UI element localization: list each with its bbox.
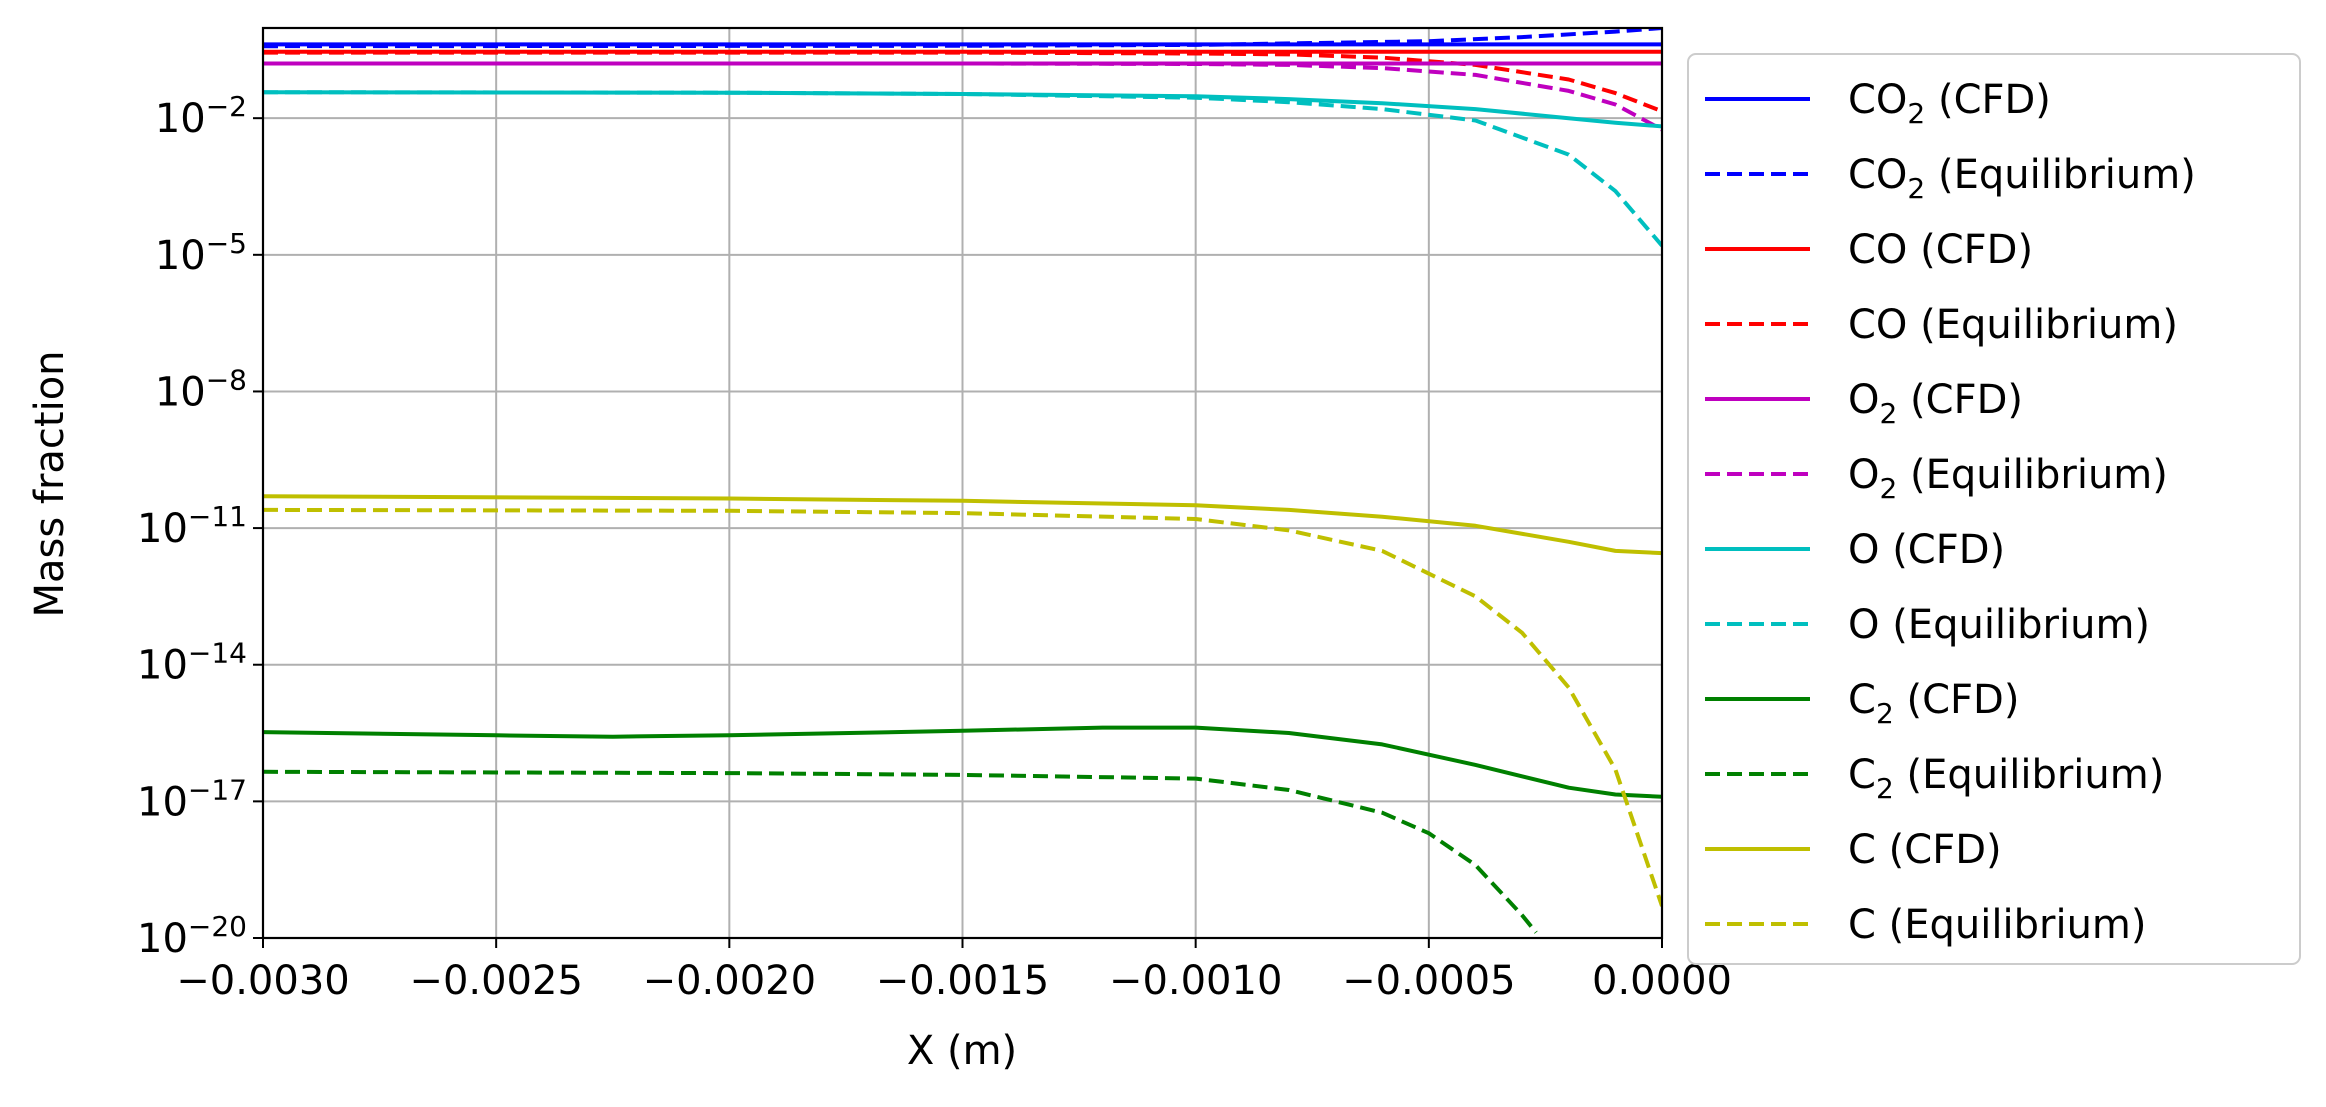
series-line-c2-cfd bbox=[263, 725, 1662, 799]
legend-frame bbox=[1687, 53, 2301, 965]
series-line-co2-equilibrium bbox=[263, 28, 1662, 49]
y-tick-label: 10−20 bbox=[137, 910, 247, 962]
legend-label-c2-cfd: C2 (CFD) bbox=[1848, 677, 2019, 730]
legend-label-co-equilibrium: CO (Equilibrium) bbox=[1848, 302, 2178, 348]
series-line-c-equilibrium bbox=[263, 507, 1662, 907]
y-tick-label: 10−11 bbox=[137, 500, 247, 552]
x-ticks: −0.0030 −0.0025 −0.0020 −0.0015 −0.0010 −0.00… bbox=[176, 938, 1732, 1004]
y-axis-label: Mass fraction bbox=[27, 350, 73, 617]
grid-lines bbox=[262, 28, 1663, 939]
x-tick-label: 0.0000 bbox=[1592, 958, 1732, 1004]
legend-label-o-equilibrium: O (Equilibrium) bbox=[1848, 602, 2150, 648]
x-axis-label: X (m) bbox=[907, 1028, 1017, 1074]
y-tick-label: 10−2 bbox=[155, 90, 247, 142]
legend-label-o2-cfd: O2 (CFD) bbox=[1848, 377, 2023, 430]
y-tick-label: 10−17 bbox=[137, 773, 247, 825]
legend-label-c2-equilibrium: C2 (Equilibrium) bbox=[1848, 752, 2164, 805]
y-tick-label: 10−5 bbox=[155, 227, 247, 279]
legend-label-o2-equilibrium: O2 (Equilibrium) bbox=[1848, 452, 2168, 505]
legend-label-c-equilibrium: C (Equilibrium) bbox=[1848, 902, 2146, 948]
series-line-c-cfd bbox=[263, 494, 1662, 556]
x-tick-label: −0.0005 bbox=[1342, 958, 1515, 1004]
legend-label-o-cfd: O (CFD) bbox=[1848, 527, 2005, 573]
series-line-co-equilibrium bbox=[263, 50, 1662, 114]
y-ticks: 10−2 10−5 10−8 10−11 10−14 10−17 10−20 bbox=[137, 90, 263, 962]
x-tick-label: −0.0015 bbox=[876, 958, 1049, 1004]
legend-label-c-cfd: C (CFD) bbox=[1848, 827, 2002, 873]
legend: CO2 (CFD) CO2 (Equilibrium) CO (CFD) CO (Eq… bbox=[1687, 53, 2301, 965]
x-tick-label: −0.0025 bbox=[409, 958, 582, 1004]
y-tick-label: 10−8 bbox=[155, 363, 247, 415]
legend-label-co2-cfd: CO2 (CFD) bbox=[1848, 77, 2051, 130]
series-line-c2-equilibrium bbox=[263, 769, 1538, 934]
y-tick-label: 10−14 bbox=[137, 637, 247, 689]
series-line-o-equilibrium bbox=[263, 90, 1662, 247]
x-tick-label: −0.0020 bbox=[643, 958, 816, 1004]
legend-label-co2-equilibrium: CO2 (Equilibrium) bbox=[1848, 152, 2196, 205]
series-lines bbox=[263, 28, 1662, 934]
series-line-o2-equilibrium bbox=[263, 61, 1662, 132]
legend-label-co-cfd: CO (CFD) bbox=[1848, 227, 2033, 273]
x-tick-label: −0.0010 bbox=[1109, 958, 1282, 1004]
x-tick-label: −0.0030 bbox=[176, 958, 349, 1004]
